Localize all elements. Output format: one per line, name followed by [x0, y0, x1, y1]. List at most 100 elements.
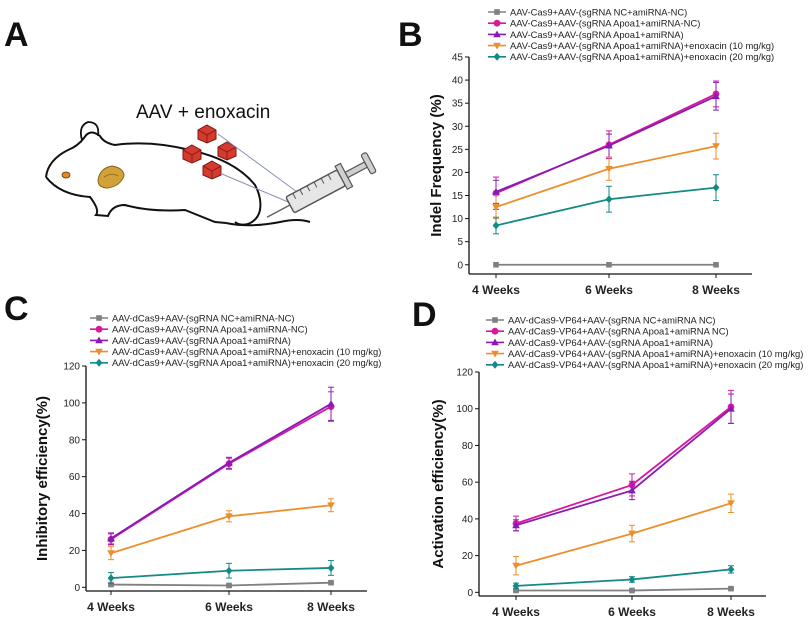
data-point [492, 187, 500, 195]
syringe-icon [266, 152, 377, 218]
legend-entry-2: AAV-dCas9+AAV-(sgRNA Apoa1+amiRNA) [90, 335, 291, 346]
series-line [495, 186, 717, 227]
y-tick-label: 45 [452, 53, 464, 64]
series-0 [513, 585, 734, 594]
panel-letter-b: B [398, 16, 423, 54]
data-point [225, 566, 233, 575]
mouse-illustration [45, 121, 311, 227]
x-tick-label: 8 Weeks [707, 605, 755, 619]
y-tick-label: 0 [457, 260, 463, 271]
legend-entry-2: AAV-Cas9+AAV-(sgRNA Apoa1+amiRNA) [488, 29, 684, 40]
data-point [712, 92, 720, 100]
legend-entry-4: AAV-dCas9+AAV-(sgRNA Apoa1+amiRNA)+enoxa… [90, 357, 381, 368]
y-axis-label: Activation efficiency(%) [430, 399, 447, 568]
data-point [727, 565, 735, 574]
data-point [107, 534, 115, 542]
legend-entry-1: AAV-Cas9+AAV-(sgRNA Apoa1+amiRNA-NC) [488, 18, 700, 29]
series-line [110, 504, 332, 555]
panel-b-chart: 0 5 10 15 20 25 30 35 40 45 4 Weeks 6 Weeks 8 Weeks I… [428, 6, 774, 297]
panel-a-illustration: AAV + enoxacin [45, 102, 377, 227]
legend-marker [493, 30, 501, 38]
data-point [512, 521, 520, 529]
data-point [107, 574, 115, 583]
data-point [727, 500, 735, 508]
legend-marker [95, 358, 103, 367]
x-tick-label: 6 Weeks [585, 283, 633, 297]
data-point [628, 530, 636, 538]
series-line [515, 406, 732, 525]
y-tick-label: 60 [69, 472, 81, 483]
y-tick-label: 60 [462, 478, 474, 489]
data-point [713, 261, 719, 268]
legend-label: AAV-dCas9-VP64+AAV-(sgRNA Apoa1+amiRNA)+… [508, 359, 803, 370]
series-4 [107, 560, 335, 585]
legend-marker [491, 360, 499, 369]
legend-label: AAV-dCas9-VP64+AAV-(sgRNA Apoa1+amiRNA)+… [508, 348, 803, 359]
panel-a-annotation: AAV + enoxacin [136, 102, 270, 123]
series-line [515, 408, 732, 527]
series-line [516, 587, 732, 592]
legend-label: AAV-Cas9+AAV-(sgRNA Apoa1+amiRNA)+enoxac… [510, 51, 774, 62]
y-tick-label: 15 [452, 191, 464, 202]
series-2 [492, 81, 720, 204]
y-tick-label: 100 [63, 398, 80, 409]
legend-marker [492, 317, 498, 323]
data-point [605, 141, 613, 149]
series-line [515, 568, 732, 587]
series-3 [492, 132, 720, 220]
legend-label: AAV-Cas9+AAV-(sgRNA NC+amiRNA-NC) [510, 6, 687, 17]
series-4 [512, 565, 735, 590]
y-tick-label: 5 [457, 237, 463, 248]
y-tick-label: 120 [63, 362, 80, 373]
data-point [605, 195, 613, 204]
y-tick-label: 20 [69, 546, 81, 557]
series-2 [512, 393, 735, 532]
series-line [110, 581, 332, 587]
legend-marker [95, 336, 103, 344]
y-tick-label: 120 [456, 368, 473, 379]
legend-marker [491, 327, 499, 335]
legend-label: AAV-Cas9+AAV-(sgRNA Apoa1+amiRNA) [510, 29, 684, 40]
y-tick-label: 40 [462, 514, 474, 525]
legend-entry-0: AAV-dCas9-VP64+AAV-(sgRNA NC+amiRNA NC) [486, 314, 716, 325]
connector-lines [217, 133, 309, 208]
legend-label: AAV-dCas9+AAV-(sgRNA Apoa1+amiRNA)+enoxa… [112, 346, 381, 357]
data-point [727, 404, 735, 412]
data-point [327, 502, 335, 510]
enoxacin-particle-1 [197, 124, 217, 144]
y-tick-label: 10 [452, 214, 464, 225]
data-point [512, 581, 520, 590]
legend-label: AAV-dCas9-VP64+AAV-(sgRNA NC+amiRNA NC) [508, 314, 716, 325]
data-point [629, 587, 635, 594]
y-tick-label: 25 [452, 145, 464, 156]
y-tick-label: 80 [69, 435, 81, 446]
legend-label: AAV-dCas9-VP64+AAV-(sgRNA Apoa1+amiRNA N… [508, 326, 729, 337]
legend-label: AAV-dCas9+AAV-(sgRNA NC+amiRNA-NC) [112, 312, 295, 323]
legend-label: AAV-dCas9-VP64+AAV-(sgRNA Apoa1+amiRNA) [508, 337, 713, 348]
legend-label: AAV-dCas9+AAV-(sgRNA Apoa1+amiRNA) [112, 335, 291, 346]
data-point [512, 562, 520, 570]
legend-entry-1: AAV-dCas9-VP64+AAV-(sgRNA Apoa1+amiRNA N… [486, 326, 729, 337]
legend-label: AAV-Cas9+AAV-(sgRNA Apoa1+amiRNA)+enoxac… [510, 40, 774, 51]
data-point [728, 585, 734, 592]
legend-entry-3: AAV-dCas9+AAV-(sgRNA Apoa1+amiRNA)+enoxa… [90, 346, 381, 357]
data-point [605, 165, 613, 173]
y-axis-label: Indel Frequency (%) [428, 94, 445, 237]
x-tick-label: 6 Weeks [205, 600, 253, 614]
legend-label: AAV-Cas9+AAV-(sgRNA Apoa1+amiRNA-NC) [510, 18, 700, 29]
data-point [513, 587, 519, 594]
panel-c-chart: 0 20 40 60 80 100 120 4 Weeks 6 Weeks 8 Weeks Inhi… [34, 312, 381, 614]
data-point [225, 458, 233, 466]
legend-marker [493, 52, 501, 61]
legend-entry-2: AAV-dCas9-VP64+AAV-(sgRNA Apoa1+amiRNA) [486, 337, 713, 348]
series-line [495, 145, 717, 208]
data-point [492, 204, 500, 211]
x-tick-label: 8 Weeks [307, 600, 355, 614]
legend-marker [491, 350, 499, 358]
series-0 [493, 261, 719, 268]
legend-entry-4: AAV-Cas9+AAV-(sgRNA Apoa1+amiRNA)+enoxac… [488, 51, 774, 62]
legend-entry-0: AAV-dCas9+AAV-(sgRNA NC+amiRNA-NC) [90, 312, 295, 323]
data-point [327, 563, 335, 572]
panel-letter-c: C [4, 290, 29, 328]
